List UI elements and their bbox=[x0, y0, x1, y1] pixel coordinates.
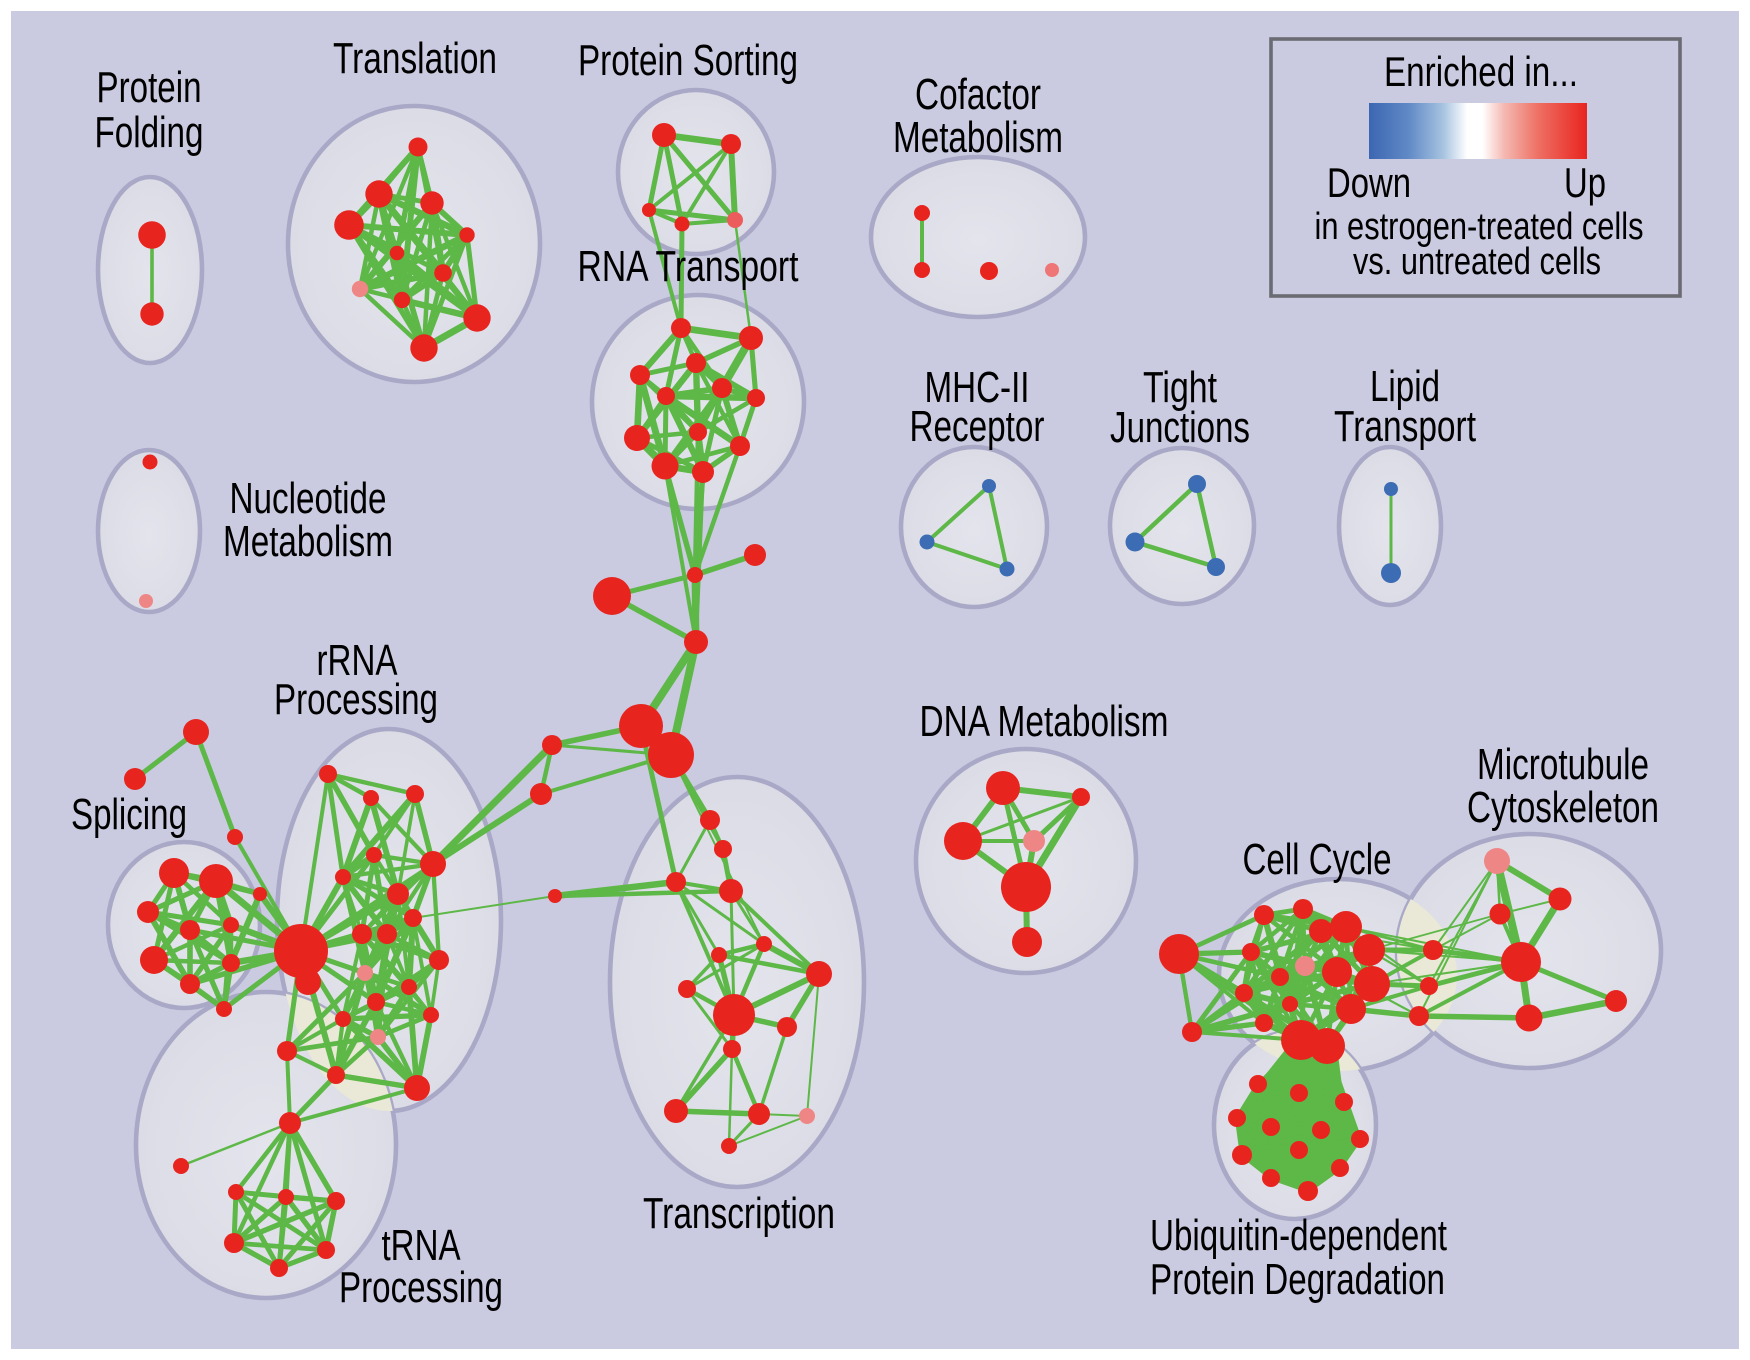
svg-text:Microtubule: Microtubule bbox=[1477, 740, 1649, 789]
svg-text:Splicing: Splicing bbox=[71, 790, 187, 839]
svg-text:Cell Cycle: Cell Cycle bbox=[1243, 835, 1392, 884]
svg-text:Processing: Processing bbox=[274, 675, 438, 724]
svg-text:RNA Transport: RNA Transport bbox=[578, 242, 799, 291]
svg-text:Protein Degradation: Protein Degradation bbox=[1150, 1255, 1445, 1304]
svg-text:rRNA: rRNA bbox=[317, 636, 398, 685]
svg-text:Nucleotide: Nucleotide bbox=[230, 474, 387, 523]
svg-text:Cytoskeleton: Cytoskeleton bbox=[1467, 783, 1659, 832]
svg-text:DNA Metabolism: DNA Metabolism bbox=[920, 697, 1169, 746]
svg-text:Up: Up bbox=[1564, 159, 1606, 206]
svg-text:Folding: Folding bbox=[95, 108, 204, 157]
svg-text:Cofactor: Cofactor bbox=[915, 70, 1041, 119]
svg-text:Enriched in...: Enriched in... bbox=[1384, 48, 1578, 95]
svg-text:Lipid: Lipid bbox=[1370, 362, 1440, 411]
svg-text:Metabolism: Metabolism bbox=[223, 517, 393, 566]
svg-text:Translation: Translation bbox=[333, 34, 497, 83]
svg-text:Processing: Processing bbox=[339, 1263, 503, 1312]
svg-text:Metabolism: Metabolism bbox=[893, 113, 1063, 162]
svg-text:Ubiquitin-dependent: Ubiquitin-dependent bbox=[1150, 1211, 1447, 1260]
svg-text:in estrogen-treated cells: in estrogen-treated cells bbox=[1315, 206, 1644, 248]
svg-text:Junctions: Junctions bbox=[1110, 403, 1250, 452]
svg-text:vs. untreated cells: vs. untreated cells bbox=[1353, 241, 1601, 283]
svg-text:MHC-II: MHC-II bbox=[925, 363, 1030, 412]
svg-text:Down: Down bbox=[1327, 159, 1411, 206]
svg-text:Protein: Protein bbox=[97, 63, 202, 112]
svg-text:Receptor: Receptor bbox=[910, 402, 1045, 451]
svg-text:Transport: Transport bbox=[1334, 402, 1476, 451]
svg-text:Protein Sorting: Protein Sorting bbox=[578, 36, 798, 85]
svg-text:tRNA: tRNA bbox=[382, 1221, 461, 1270]
svg-text:Transcription: Transcription bbox=[643, 1189, 835, 1238]
svg-text:Tight: Tight bbox=[1143, 363, 1217, 412]
